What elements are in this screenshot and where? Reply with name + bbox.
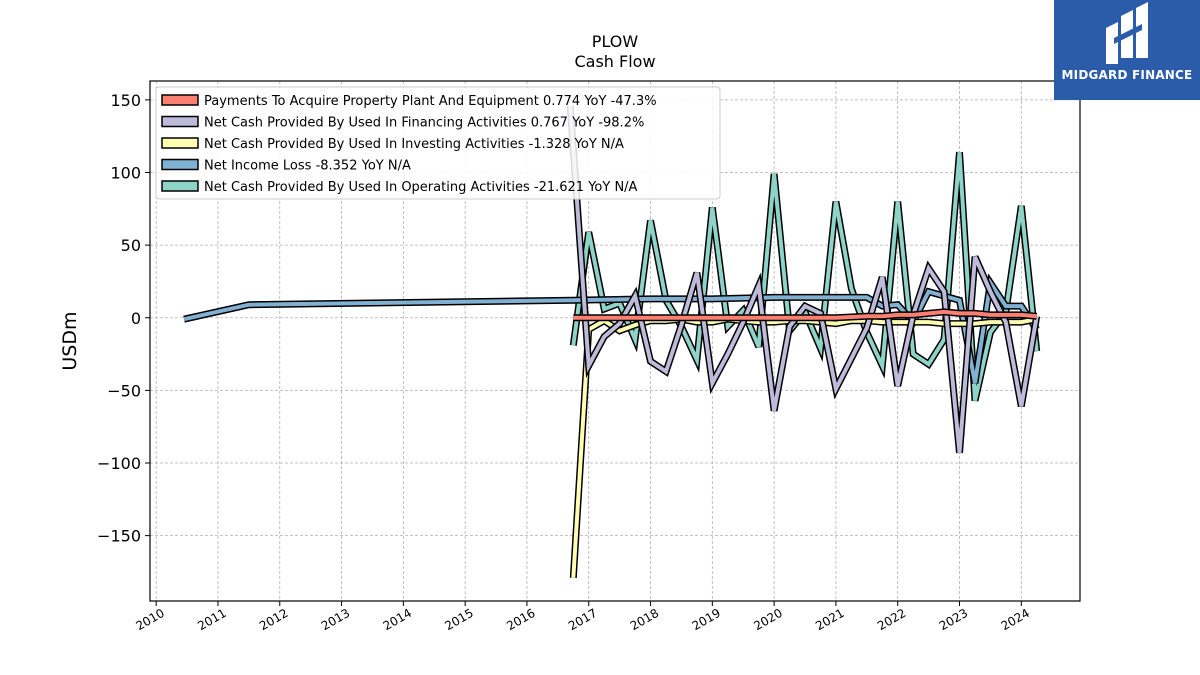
legend-swatch-4 bbox=[161, 94, 199, 106]
x-tick-label: 2016 bbox=[504, 606, 537, 633]
x-tick-label: 2015 bbox=[442, 606, 475, 633]
chart-subtitle: Cash Flow bbox=[574, 52, 655, 71]
x-tick-label: 2019 bbox=[690, 606, 723, 633]
x-tick-label: 2020 bbox=[751, 606, 784, 633]
series-line-1 bbox=[183, 277, 1039, 384]
x-tick-label: 2018 bbox=[628, 606, 661, 633]
y-tick-label: 100 bbox=[110, 164, 141, 183]
midgard-logo-icon bbox=[1106, 2, 1148, 64]
x-tick-label: 2021 bbox=[813, 606, 846, 633]
y-tick-label: 0 bbox=[131, 309, 141, 328]
y-tick-label: 50 bbox=[121, 236, 141, 255]
legend-swatch-2 bbox=[161, 137, 199, 149]
x-tick-label: 2012 bbox=[257, 606, 290, 633]
x-tick-label: 2013 bbox=[319, 606, 352, 633]
legend-label-0: Net Cash Provided By Used In Operating A… bbox=[204, 180, 638, 195]
y-axis-label: USDm bbox=[59, 311, 81, 370]
y-tick-label: −150 bbox=[97, 527, 141, 546]
legend-swatch-0 bbox=[161, 180, 199, 192]
y-tick-label: −100 bbox=[97, 454, 141, 473]
y-ticks: 150 100 50 0 −50 −100 −150 bbox=[97, 91, 150, 546]
x-tick-label: 2014 bbox=[381, 606, 414, 633]
legend-label-3: Net Cash Provided By Used In Financing A… bbox=[204, 116, 644, 131]
x-tick-label: 2022 bbox=[875, 606, 908, 633]
legend-label-2: Net Cash Provided By Used In Investing A… bbox=[204, 137, 624, 152]
x-tick-label: 2017 bbox=[566, 606, 599, 633]
y-tick-label: 150 bbox=[110, 91, 141, 110]
legend-label-4: Payments To Acquire Property Plant And E… bbox=[204, 94, 657, 109]
series-lines bbox=[183, 105, 1041, 579]
x-tick-label: 2024 bbox=[999, 606, 1032, 633]
plot-frame bbox=[149, 80, 1081, 602]
legend-label-1: Net Income Loss -8.352 YoY N/A bbox=[204, 159, 411, 174]
x-tick-label: 2011 bbox=[195, 606, 228, 633]
y-tick-label: −50 bbox=[107, 381, 141, 400]
x-tick-label: 2023 bbox=[937, 606, 970, 633]
x-ticks: 2010 2011 2012 2013 2014 2015 2016 2017 2018 2019… bbox=[133, 601, 1032, 633]
legend-box bbox=[155, 86, 721, 200]
series-line-4 bbox=[573, 309, 1037, 320]
legend-swatch-1 bbox=[161, 158, 199, 171]
chart-title: PLOW bbox=[592, 32, 639, 51]
x-tick-label: 2010 bbox=[133, 606, 166, 633]
logo-text: MIDGARD FINANCE bbox=[1061, 68, 1193, 82]
legend-swatch-3 bbox=[161, 115, 199, 128]
legend: Payments To Acquire Property Plant And E… bbox=[155, 86, 721, 200]
series-line-3 bbox=[568, 105, 1039, 453]
midgard-finance-logo: MIDGARD FINANCE bbox=[1054, 0, 1200, 100]
